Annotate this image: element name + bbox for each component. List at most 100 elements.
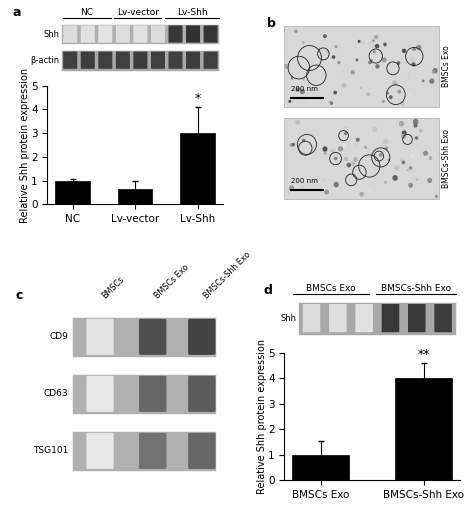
- Text: BMSCs Exo: BMSCs Exo: [306, 284, 356, 293]
- Circle shape: [411, 154, 414, 158]
- Circle shape: [296, 121, 300, 124]
- FancyBboxPatch shape: [86, 433, 114, 469]
- FancyBboxPatch shape: [139, 376, 166, 412]
- Circle shape: [398, 90, 401, 93]
- Circle shape: [387, 92, 388, 94]
- Circle shape: [393, 176, 397, 180]
- Circle shape: [390, 96, 392, 99]
- Circle shape: [342, 72, 345, 74]
- Circle shape: [331, 149, 334, 152]
- Circle shape: [334, 182, 338, 187]
- FancyBboxPatch shape: [188, 433, 216, 469]
- Circle shape: [428, 178, 431, 182]
- Circle shape: [319, 48, 320, 49]
- Circle shape: [334, 91, 337, 94]
- Circle shape: [408, 74, 409, 75]
- Circle shape: [291, 144, 292, 146]
- FancyBboxPatch shape: [98, 26, 112, 42]
- Circle shape: [303, 79, 304, 80]
- Circle shape: [310, 97, 313, 100]
- FancyBboxPatch shape: [382, 304, 399, 332]
- Circle shape: [400, 122, 403, 126]
- Circle shape: [335, 157, 337, 159]
- Circle shape: [319, 74, 322, 78]
- Circle shape: [432, 71, 435, 73]
- Circle shape: [380, 154, 382, 156]
- Circle shape: [356, 143, 357, 145]
- Text: CD9: CD9: [50, 332, 68, 341]
- FancyBboxPatch shape: [98, 52, 112, 69]
- Circle shape: [356, 138, 359, 141]
- Bar: [118, 190, 152, 204]
- Text: 200 nm: 200 nm: [292, 178, 318, 184]
- Circle shape: [411, 58, 414, 62]
- FancyBboxPatch shape: [168, 26, 182, 42]
- Circle shape: [429, 157, 432, 159]
- Circle shape: [430, 149, 431, 150]
- Circle shape: [324, 152, 326, 154]
- Circle shape: [342, 144, 346, 148]
- Circle shape: [338, 147, 343, 151]
- Circle shape: [325, 190, 328, 194]
- Text: **: **: [417, 348, 430, 361]
- Text: BMSCs-Shh Exo: BMSCs-Shh Exo: [381, 284, 451, 293]
- Text: BMSCs: BMSCs: [100, 274, 126, 300]
- Bar: [395, 378, 452, 480]
- FancyBboxPatch shape: [139, 433, 166, 469]
- Circle shape: [402, 50, 406, 53]
- Circle shape: [383, 58, 386, 62]
- Circle shape: [402, 131, 406, 135]
- Circle shape: [323, 179, 326, 182]
- Circle shape: [388, 159, 390, 161]
- Y-axis label: Relative Shh protein expression: Relative Shh protein expression: [19, 67, 30, 223]
- FancyBboxPatch shape: [116, 26, 130, 42]
- Bar: [298, 301, 456, 335]
- Circle shape: [395, 166, 399, 170]
- Circle shape: [347, 164, 350, 167]
- FancyBboxPatch shape: [151, 52, 165, 69]
- Circle shape: [374, 51, 375, 53]
- Circle shape: [367, 93, 369, 96]
- Circle shape: [345, 158, 347, 160]
- Circle shape: [352, 162, 355, 166]
- Circle shape: [397, 62, 400, 64]
- Circle shape: [384, 181, 386, 183]
- Circle shape: [369, 61, 372, 64]
- Circle shape: [371, 64, 372, 65]
- Circle shape: [285, 64, 289, 68]
- Circle shape: [401, 102, 404, 105]
- Text: Lv-Shh: Lv-Shh: [177, 8, 208, 17]
- Circle shape: [303, 140, 305, 142]
- Circle shape: [324, 35, 326, 37]
- FancyBboxPatch shape: [203, 52, 218, 69]
- Bar: [72, 317, 216, 357]
- Circle shape: [371, 60, 372, 61]
- Bar: [55, 180, 90, 204]
- Circle shape: [336, 46, 337, 48]
- Circle shape: [424, 151, 427, 155]
- Circle shape: [389, 138, 392, 141]
- Bar: [62, 24, 219, 44]
- Circle shape: [354, 144, 358, 148]
- Text: Shh: Shh: [281, 314, 297, 322]
- Circle shape: [410, 167, 412, 169]
- Circle shape: [303, 42, 304, 43]
- Bar: [292, 455, 349, 480]
- Circle shape: [385, 147, 388, 150]
- Circle shape: [417, 45, 421, 50]
- Circle shape: [369, 189, 372, 192]
- Circle shape: [373, 127, 377, 131]
- FancyBboxPatch shape: [168, 52, 182, 69]
- Circle shape: [375, 36, 378, 38]
- FancyBboxPatch shape: [133, 26, 147, 42]
- Circle shape: [371, 44, 374, 47]
- Circle shape: [342, 84, 346, 87]
- Circle shape: [407, 170, 409, 171]
- Text: TSG101: TSG101: [33, 447, 68, 455]
- Circle shape: [289, 101, 291, 102]
- FancyBboxPatch shape: [86, 376, 114, 412]
- Circle shape: [383, 101, 384, 102]
- Text: 200 nm: 200 nm: [292, 86, 318, 92]
- Bar: [72, 431, 216, 471]
- Circle shape: [330, 102, 332, 104]
